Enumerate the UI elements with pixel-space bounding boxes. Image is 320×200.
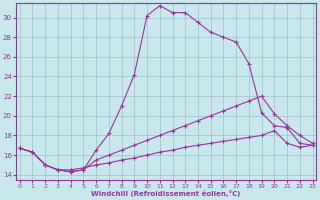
X-axis label: Windchill (Refroidissement éolien,°C): Windchill (Refroidissement éolien,°C) xyxy=(92,190,241,197)
